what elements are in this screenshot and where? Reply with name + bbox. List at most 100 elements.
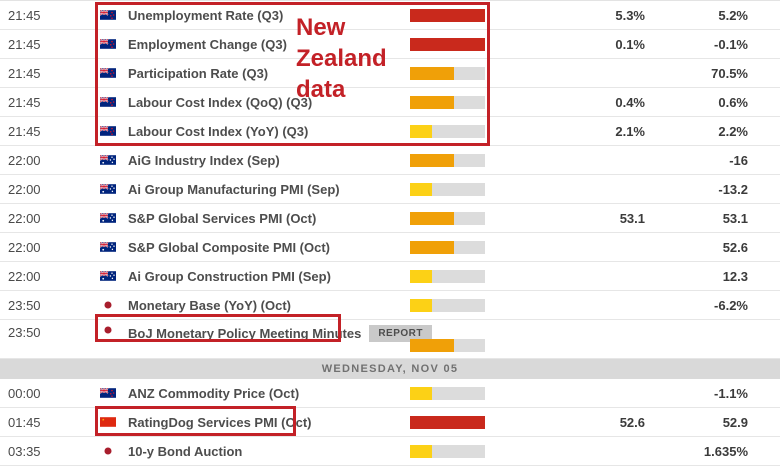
previous-value: -16 xyxy=(729,152,748,168)
event-name: Ai Group Manufacturing PMI (Sep) xyxy=(128,181,340,197)
new-zealand-flag-icon xyxy=(100,39,116,49)
event-cell: Labour Cost Index (QoQ) (Q3) xyxy=(128,95,410,110)
impact-bar xyxy=(410,153,485,167)
impact-bar-cell xyxy=(410,240,485,254)
flag-cell xyxy=(95,242,128,252)
flag-cell xyxy=(95,68,128,78)
impact-bar xyxy=(410,298,485,312)
japan-flag-icon xyxy=(100,446,116,456)
event-name: AiG Industry Index (Sep) xyxy=(128,152,280,168)
event-cell: S&P Global Composite PMI (Oct) xyxy=(128,240,410,255)
impact-bar-cell xyxy=(410,269,485,283)
flag-cell xyxy=(95,155,128,165)
event-cell: 10-y Bond Auction xyxy=(128,444,410,459)
impact-bar-cell xyxy=(410,124,485,138)
previous-value: 70.5% xyxy=(711,65,748,81)
impact-bar-fill-high xyxy=(410,8,485,22)
flag-cell xyxy=(95,388,128,398)
event-time: 03:35 xyxy=(8,443,41,459)
previous-value: -13.2 xyxy=(718,181,748,197)
previous-value: 0.6% xyxy=(718,94,748,110)
impact-bar-fill-high xyxy=(410,37,485,51)
table-row[interactable]: 00:00 ANZ Commodity Price (Oct) -1.1% xyxy=(0,379,780,408)
impact-bar xyxy=(410,8,485,22)
impact-bar-cell xyxy=(410,298,485,312)
impact-bar xyxy=(410,269,485,283)
previous-value: -1.1% xyxy=(714,385,748,401)
table-row[interactable]: 22:00 S&P Global Composite PMI (Oct) 52.6 xyxy=(0,233,780,262)
table-row[interactable]: 21:45 Employment Change (Q3) 0.1% -0.1% xyxy=(0,30,780,59)
impact-bar-cell xyxy=(410,339,485,352)
table-row[interactable]: 23:50 BoJ Monetary Policy Meeting Minutes… xyxy=(0,320,780,359)
previous-value: 5.2% xyxy=(718,7,748,23)
previous-value: 52.9 xyxy=(722,414,748,430)
impact-bar-fill-medium xyxy=(410,240,454,254)
impact-bar-fill-medium xyxy=(410,153,454,167)
table-row[interactable]: 21:45 Unemployment Rate (Q3) 5.3% 5.2% xyxy=(0,1,780,30)
japan-flag-icon xyxy=(100,300,116,310)
flag-cell xyxy=(95,184,128,194)
event-cell: Labour Cost Index (YoY) (Q3) xyxy=(128,124,410,139)
event-cell: S&P Global Services PMI (Oct) xyxy=(128,211,410,226)
event-name: Ai Group Construction PMI (Sep) xyxy=(128,268,331,284)
impact-bar-fill-low xyxy=(410,444,432,458)
impact-bar-cell xyxy=(410,66,485,80)
impact-bar xyxy=(410,339,485,352)
event-name: S&P Global Services PMI (Oct) xyxy=(128,210,317,226)
impact-bar-fill-low xyxy=(410,182,432,196)
impact-bar xyxy=(410,182,485,196)
event-time: 22:00 xyxy=(8,210,41,226)
impact-bar-fill-high xyxy=(410,415,485,429)
table-row[interactable]: 22:00 Ai Group Manufacturing PMI (Sep) -13… xyxy=(0,175,780,204)
impact-bar xyxy=(410,211,485,225)
event-time: 21:45 xyxy=(8,7,41,23)
report-badge[interactable]: REPORT xyxy=(369,325,432,342)
table-row[interactable]: 22:00 S&P Global Services PMI (Oct) 53.1 53… xyxy=(0,204,780,233)
table-row[interactable]: 01:45 RatingDog Services PMI (Oct) 52.6 52.… xyxy=(0,408,780,437)
event-time: 21:45 xyxy=(8,94,41,110)
event-time: 22:00 xyxy=(8,152,41,168)
impact-bar-cell xyxy=(410,37,485,51)
event-name: Labour Cost Index (YoY) (Q3) xyxy=(128,123,309,139)
event-cell: RatingDog Services PMI (Oct) xyxy=(128,415,410,430)
impact-bar-cell xyxy=(410,8,485,22)
flag-cell xyxy=(95,325,128,335)
event-cell: Ai Group Manufacturing PMI (Sep) xyxy=(128,182,410,197)
table-row[interactable]: 23:50 Monetary Base (YoY) (Oct) -6.2% xyxy=(0,291,780,320)
previous-value: -6.2% xyxy=(714,297,748,313)
table-row[interactable]: 21:45 Participation Rate (Q3) 70.5% xyxy=(0,59,780,88)
event-time: 22:00 xyxy=(8,239,41,255)
australia-flag-icon xyxy=(100,155,116,165)
impact-bar-fill-medium xyxy=(410,66,454,80)
table-row[interactable]: 21:45 Labour Cost Index (QoQ) (Q3) 0.4% 0.6… xyxy=(0,88,780,117)
table-row[interactable]: 21:45 Labour Cost Index (YoY) (Q3) 2.1% 2.2… xyxy=(0,117,780,146)
event-time: 23:50 xyxy=(8,325,41,340)
impact-bar-fill-medium xyxy=(410,211,454,225)
event-cell: Unemployment Rate (Q3) xyxy=(128,8,410,23)
previous-value: -0.1% xyxy=(714,36,748,52)
event-name: 10-y Bond Auction xyxy=(128,443,243,459)
event-time: 23:50 xyxy=(8,297,41,313)
forecast-value: 53.1 xyxy=(619,210,645,226)
impact-bar-cell xyxy=(410,415,485,429)
impact-bar xyxy=(410,95,485,109)
forecast-value: 5.3% xyxy=(615,7,645,23)
forecast-value: 52.6 xyxy=(619,414,645,430)
event-cell: Monetary Base (YoY) (Oct) xyxy=(128,298,410,313)
event-name: ANZ Commodity Price (Oct) xyxy=(128,385,300,401)
impact-bar-cell xyxy=(410,182,485,196)
table-row[interactable]: 22:00 Ai Group Construction PMI (Sep) 12.3 xyxy=(0,262,780,291)
flag-cell xyxy=(95,213,128,223)
table-row[interactable]: 22:00 AiG Industry Index (Sep) -16 xyxy=(0,146,780,175)
event-cell: Ai Group Construction PMI (Sep) xyxy=(128,269,410,284)
australia-flag-icon xyxy=(100,213,116,223)
event-cell: Participation Rate (Q3) xyxy=(128,66,410,81)
impact-bar-cell xyxy=(410,386,485,400)
table-row[interactable]: 03:35 10-y Bond Auction 1.635% xyxy=(0,437,780,466)
impact-bar-fill-low xyxy=(410,124,432,138)
impact-bar-fill-low xyxy=(410,269,432,283)
flag-cell xyxy=(95,39,128,49)
australia-flag-icon xyxy=(100,271,116,281)
impact-bar-cell xyxy=(410,153,485,167)
